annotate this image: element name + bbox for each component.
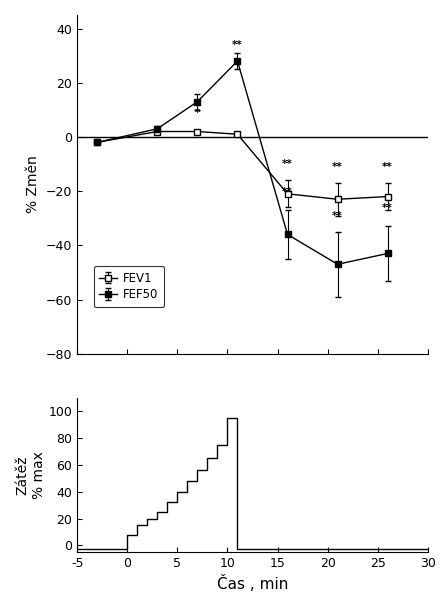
Legend: FEV1, FEF50: FEV1, FEF50: [93, 266, 164, 307]
Text: **: **: [282, 160, 293, 169]
Y-axis label: % Změn: % Změn: [26, 155, 40, 213]
Text: **: **: [382, 203, 393, 213]
Y-axis label: Zátěž
% max: Zátěž % max: [15, 451, 46, 499]
Text: **: **: [282, 187, 293, 197]
Text: **: **: [332, 211, 343, 221]
Text: *: *: [194, 108, 200, 118]
Text: **: **: [232, 40, 243, 50]
Text: **: **: [332, 162, 343, 172]
X-axis label: Čas , min: Čas , min: [217, 575, 288, 592]
Text: **: **: [382, 162, 393, 172]
